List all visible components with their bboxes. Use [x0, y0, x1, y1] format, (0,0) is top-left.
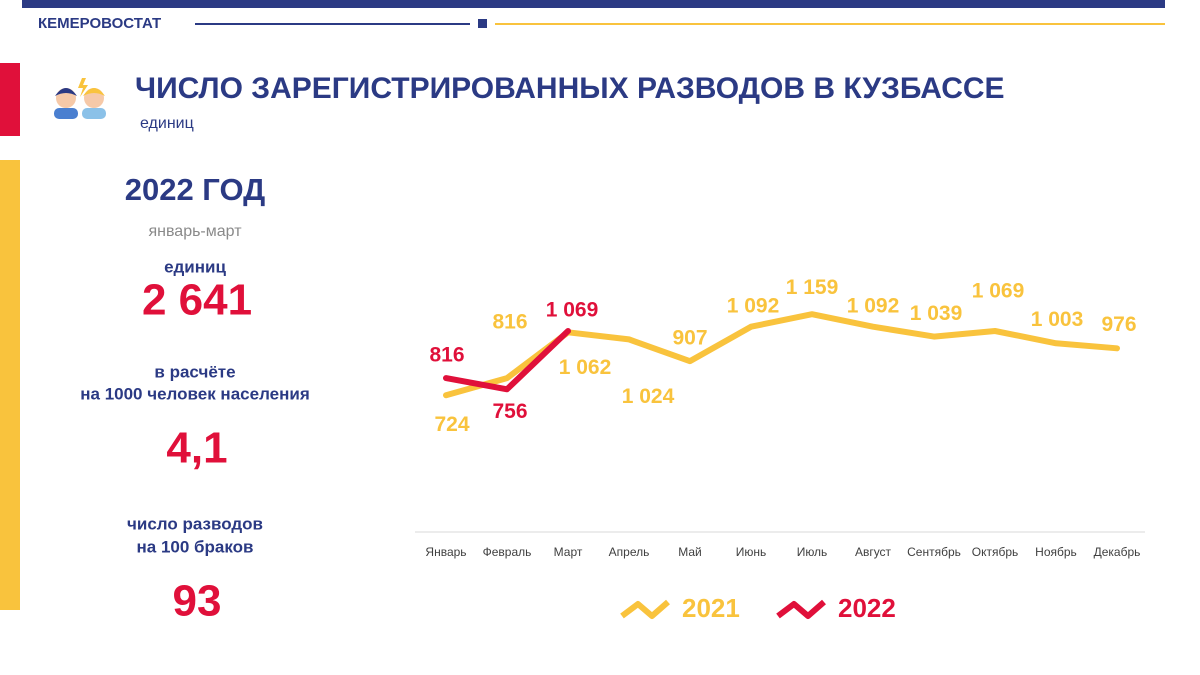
- total-label: единиц: [164, 257, 226, 276]
- data-label: 907: [672, 327, 707, 350]
- data-label: 1 159: [786, 276, 839, 299]
- data-label: 1 024: [622, 385, 675, 408]
- x-tick-label: Август: [855, 545, 892, 559]
- people-icon: [54, 78, 106, 119]
- data-label: 1 003: [1031, 308, 1084, 331]
- x-tick-label: Февраль: [483, 545, 532, 559]
- x-tick-label: Июль: [797, 545, 828, 559]
- legend-swatch: [620, 599, 670, 619]
- rate: 4,1: [166, 424, 227, 473]
- series-line: [443, 328, 571, 393]
- x-tick-label: Май: [678, 545, 702, 559]
- legend-swatch: [776, 599, 826, 619]
- data-label: 724: [434, 413, 469, 436]
- period: январь-март: [148, 223, 242, 240]
- total: 2 641: [142, 276, 252, 325]
- ratio-label: на 100 браков: [137, 537, 254, 556]
- data-label: 1 069: [546, 299, 599, 322]
- top-bar: [22, 0, 1165, 8]
- x-tick-label: Сентябрь: [907, 545, 961, 559]
- header-square: [478, 19, 487, 28]
- org-name: КЕМЕРОВОСТАТ: [38, 15, 161, 32]
- unit: единиц: [140, 115, 194, 132]
- data-label: 1 092: [727, 294, 780, 317]
- rate-label: на 1000 человек населения: [80, 384, 309, 403]
- x-tick-label: Июнь: [736, 545, 767, 559]
- data-label: 1 092: [847, 294, 900, 317]
- side-bar: [0, 63, 20, 136]
- data-label: 1 062: [559, 356, 612, 379]
- data-label: 756: [492, 400, 527, 423]
- x-tick-label: Январь: [425, 545, 466, 559]
- data-label: 816: [492, 311, 527, 334]
- rate-label: в расчёте: [154, 362, 235, 381]
- title: ЧИСЛО ЗАРЕГИСТРИРОВАННЫХ РАЗВОДОВ В КУЗБ…: [135, 72, 1005, 105]
- ratio: 93: [173, 577, 222, 626]
- legend-label: 2021: [682, 593, 740, 623]
- data-label: 976: [1101, 313, 1136, 336]
- data-label: 1 039: [910, 302, 963, 325]
- x-tick-label: Март: [554, 545, 583, 559]
- data-label: 1 069: [972, 280, 1025, 303]
- legend-label: 2022: [838, 593, 896, 623]
- x-tick-label: Апрель: [609, 545, 650, 559]
- x-tick-label: Октябрь: [972, 545, 1019, 559]
- x-tick-label: Декабрь: [1094, 545, 1141, 559]
- summary: 2022 ГОД январь-март единиц 2 641 в расч…: [80, 172, 309, 625]
- ratio-label: число разводов: [127, 514, 263, 533]
- year: 2022 ГОД: [125, 172, 266, 207]
- data-label: 816: [429, 344, 464, 367]
- x-tick-label: Ноябрь: [1035, 545, 1077, 559]
- side-bar: [0, 160, 20, 610]
